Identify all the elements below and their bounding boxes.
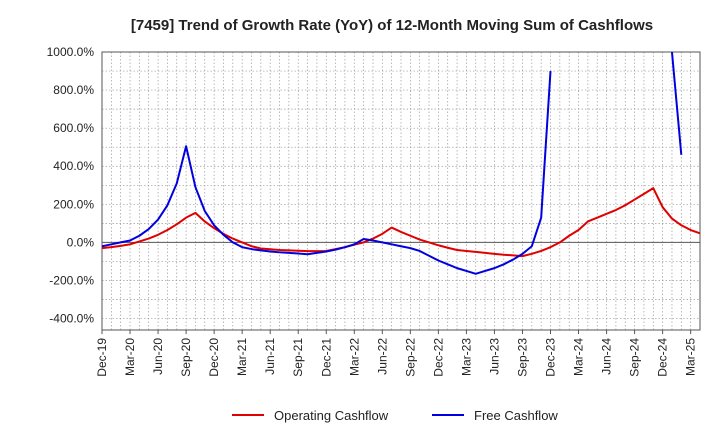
y-tick-label: -200.0% — [49, 273, 94, 287]
x-tick-label: Mar-23 — [459, 338, 473, 376]
x-tick-label: Dec-20 — [207, 338, 221, 377]
x-tick-label: Jun-24 — [600, 338, 614, 375]
x-tick-label: Dec-22 — [431, 338, 445, 377]
plot-frame — [101, 51, 701, 331]
x-tick-label: Sep-23 — [515, 338, 529, 377]
y-tick-label: 200.0% — [53, 197, 94, 211]
x-tick-label: Dec-21 — [319, 338, 333, 377]
chart-title: [7459] Trend of Growth Rate (YoY) of 12-… — [131, 17, 653, 34]
x-tick-label: Sep-21 — [291, 338, 305, 377]
legend: Operating Cashflow Free Cashflow — [232, 408, 558, 423]
series-line-operating-cashflow — [102, 187, 700, 258]
y-tick-label: 600.0% — [53, 121, 94, 135]
series-line-free-cashflow — [102, 70, 552, 275]
x-tick-label: Sep-20 — [179, 338, 193, 377]
x-tick-label: Mar-20 — [123, 338, 137, 376]
plot-area — [102, 52, 700, 330]
y-tick-label: 800.0% — [53, 83, 94, 97]
x-tick-label: Dec-23 — [544, 338, 558, 377]
grid-layer — [101, 51, 701, 331]
x-tick-label: Dec-24 — [656, 338, 670, 377]
series-line-free-cashflow — [670, 52, 683, 155]
x-tick-label: Mar-21 — [235, 338, 249, 376]
y-tick-label: 1000.0% — [47, 45, 95, 59]
y-tick-label: -400.0% — [49, 312, 94, 326]
x-tick-label: Sep-22 — [403, 338, 417, 377]
x-tick-label: Dec-19 — [95, 338, 109, 377]
y-tick-label: 400.0% — [53, 159, 94, 173]
x-tick-label: Jun-21 — [263, 338, 277, 375]
x-tick-label: Jun-23 — [487, 338, 501, 375]
x-tick-label: Jun-20 — [151, 338, 165, 375]
series-layer — [102, 52, 700, 275]
x-tick-label: Jun-22 — [375, 338, 389, 375]
x-tick-label: Sep-24 — [628, 338, 642, 377]
x-tick-label: Mar-24 — [572, 338, 586, 376]
legend-label-free-cashflow: Free Cashflow — [474, 408, 558, 423]
y-tick-label: 0.0% — [67, 235, 95, 249]
x-tick-label: Mar-22 — [347, 338, 361, 376]
x-tick-label: Mar-25 — [684, 338, 698, 376]
axis-layer: 1000.0% 800.0% 600.0% 400.0% 200.0% 0.0% -200.… — [47, 45, 698, 377]
legend-label-operating-cashflow: Operating Cashflow — [274, 408, 389, 423]
